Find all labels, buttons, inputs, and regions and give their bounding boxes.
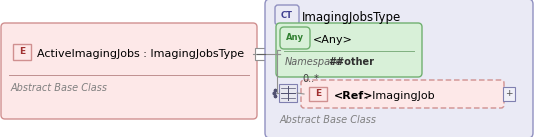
FancyBboxPatch shape (1, 23, 257, 119)
Text: ImagingJobsType: ImagingJobsType (302, 11, 401, 24)
Text: <Any>: <Any> (313, 35, 353, 45)
Text: CT: CT (281, 11, 293, 19)
Text: ActiveImagingJobs : ImagingJobsType: ActiveImagingJobs : ImagingJobsType (37, 49, 244, 59)
Bar (255, 48, 267, 60)
Text: Abstract Base Class: Abstract Base Class (11, 83, 108, 93)
Bar (13, 44, 31, 60)
Bar (279, 84, 297, 102)
Text: E: E (315, 89, 321, 99)
Text: +: + (505, 89, 513, 99)
Text: 0..*: 0..* (302, 74, 319, 84)
Bar (309, 87, 327, 101)
Text: Abstract Base Class: Abstract Base Class (280, 115, 377, 125)
Text: E: E (19, 48, 25, 56)
FancyBboxPatch shape (265, 0, 533, 137)
FancyBboxPatch shape (301, 80, 504, 108)
Text: : ImagingJob: : ImagingJob (365, 91, 434, 101)
Text: <Ref>: <Ref> (334, 91, 373, 101)
Text: ##other: ##other (328, 57, 374, 67)
FancyBboxPatch shape (280, 27, 310, 49)
FancyBboxPatch shape (276, 23, 422, 77)
Text: Namespace: Namespace (285, 57, 342, 67)
FancyBboxPatch shape (275, 5, 299, 25)
Bar (503, 87, 515, 101)
Text: Any: Any (286, 34, 304, 42)
